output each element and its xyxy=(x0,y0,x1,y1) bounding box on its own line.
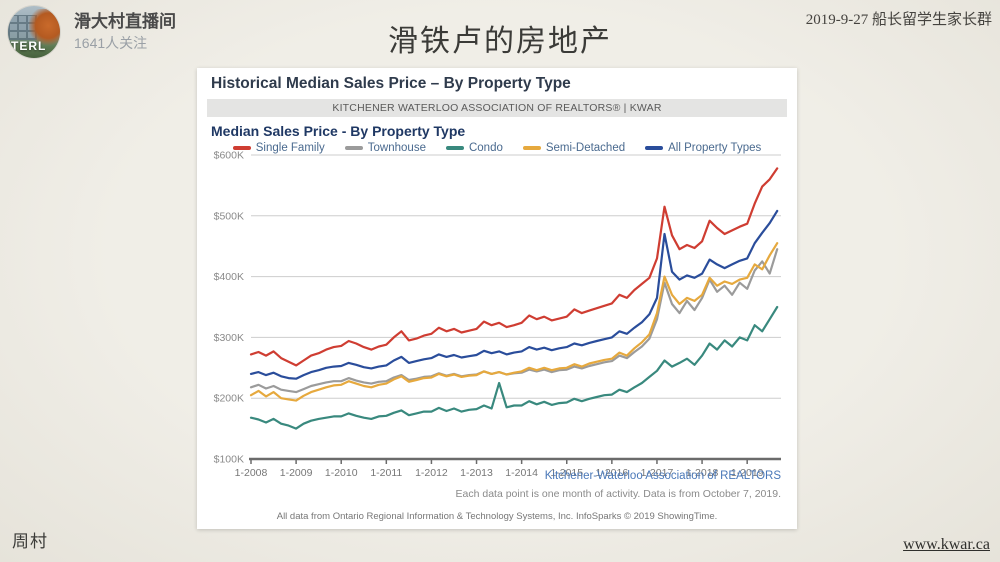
series-line-all-property-types xyxy=(249,209,779,380)
svg-text:1-2012: 1-2012 xyxy=(415,467,448,479)
report-panel: Historical Median Sales Price – By Prope… xyxy=(197,68,797,529)
legend-item-all-property-types: All Property Types xyxy=(645,142,761,154)
streamer-name: 滑大村直播间 xyxy=(74,12,176,32)
attribution-note: All data from Ontario Regional Informati… xyxy=(276,511,718,522)
svg-text:1-2016: 1-2016 xyxy=(595,467,628,479)
legend-item-single-family: Single Family xyxy=(232,142,325,154)
legend-swatch-icon xyxy=(645,146,664,150)
chart-legend: Single Family Townhouse Condo Semi-Detached… xyxy=(197,142,797,154)
legend-label: Single Family xyxy=(255,142,325,154)
svg-text:$100K: $100K xyxy=(214,454,244,466)
streamer-avatar[interactable]: TERL xyxy=(8,6,60,58)
autumn-tree-image xyxy=(28,9,60,46)
avatar-sign-text: TERL xyxy=(11,39,47,53)
streamer-followers-count: 1641人关注 xyxy=(74,35,148,52)
legend-item-condo: Condo xyxy=(445,142,503,154)
legend-label: All Property Types xyxy=(668,142,762,154)
chart-title: Median Sales Price - By Property Type xyxy=(211,123,466,139)
legend-swatch-icon xyxy=(445,146,464,150)
series-line-condo xyxy=(249,305,779,430)
legend-label: Townhouse xyxy=(367,142,426,154)
data-freshness-note: Each data point is one month of activity… xyxy=(455,488,781,500)
kwar-website-link[interactable]: www.kwar.ca xyxy=(903,536,990,553)
svg-text:$500K: $500K xyxy=(214,210,244,222)
svg-text:1-2019: 1-2019 xyxy=(731,467,764,479)
author-name: 周村 xyxy=(12,532,48,551)
streamer-block: TERL 滑大村直播间 1641人关注 xyxy=(8,6,176,58)
legend-item-townhouse: Townhouse xyxy=(344,142,426,154)
svg-text:1-2011: 1-2011 xyxy=(370,467,402,479)
svg-text:$200K: $200K xyxy=(214,393,244,405)
legend-item-semi-detached: Semi-Detached xyxy=(522,142,626,154)
svg-text:$400K: $400K xyxy=(214,271,244,283)
svg-text:1-2014: 1-2014 xyxy=(505,467,538,479)
svg-text:1-2015: 1-2015 xyxy=(550,467,583,479)
svg-text:1-2009: 1-2009 xyxy=(280,467,313,479)
date-and-group-label: 2019-9-27 船长留学生家长群 xyxy=(805,12,992,28)
svg-text:$300K: $300K xyxy=(214,332,244,344)
svg-text:1-2017: 1-2017 xyxy=(641,467,674,479)
legend-swatch-icon xyxy=(344,146,363,150)
kwar-source-link[interactable]: Kitchener-Waterloo Association of REALTO… xyxy=(544,470,781,482)
legend-label: Semi-Detached xyxy=(545,142,626,154)
legend-swatch-icon xyxy=(232,146,251,150)
slide-title: 滑铁卢的房地产 xyxy=(388,25,612,58)
series-line-semi-detached xyxy=(249,242,779,402)
svg-text:$600K: $600K xyxy=(214,151,244,162)
svg-text:1-2013: 1-2013 xyxy=(460,467,493,479)
report-header: Historical Median Sales Price – By Prope… xyxy=(211,75,571,92)
legend-label: Condo xyxy=(468,142,503,154)
legend-swatch-icon xyxy=(522,146,541,150)
series-line-single-family xyxy=(249,167,779,367)
svg-text:1-2018: 1-2018 xyxy=(686,467,719,479)
svg-text:1-2010: 1-2010 xyxy=(325,467,358,479)
series-line-townhouse xyxy=(249,248,779,394)
kwar-banner: KITCHENER WATERLOO ASSOCIATION OF REALTO… xyxy=(207,99,787,117)
svg-text:1-2008: 1-2008 xyxy=(235,467,268,479)
